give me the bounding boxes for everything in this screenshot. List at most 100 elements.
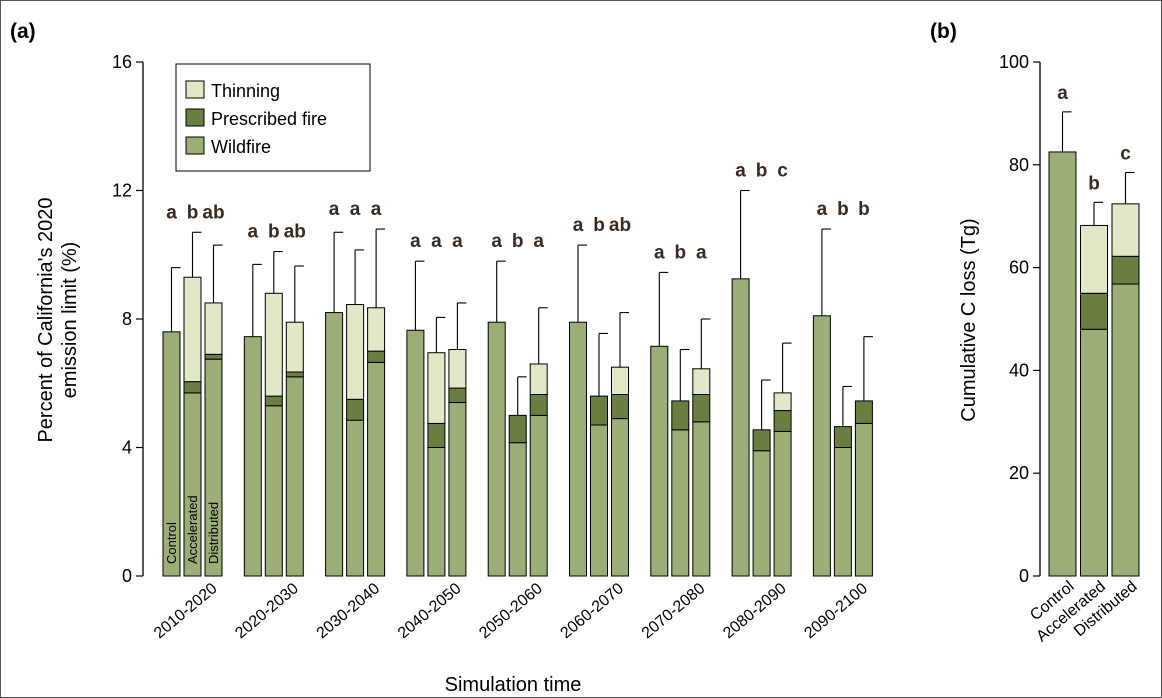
bar-prescribed-fire-distributed-2060-2070 (611, 393, 629, 420)
panel-b-y-tick-label: 80 (1009, 155, 1029, 175)
significance-letter: ab (202, 202, 224, 223)
bar-wildfire-distributed-2020-2030 (285, 376, 304, 577)
panel-b-label: (b) (930, 20, 957, 43)
x-tick-label-2030-2040: 2030-2040 (314, 580, 384, 642)
significance-letter: a (491, 231, 502, 252)
bar-wildfire-distributed-2070-2080 (692, 421, 711, 577)
significance-letter: a (696, 242, 707, 263)
panel-a-y-tick-label: 0 (122, 566, 132, 586)
significance-letter: a (410, 231, 421, 252)
bar-prescribed-fire-distributed-2080-2090 (773, 410, 792, 432)
bar-thinning-distributed-2020-2030 (285, 321, 304, 373)
bar-wildfire-control-2070-2080 (650, 345, 669, 577)
bar-prescribed-fire-accelerated-2060-2070 (590, 395, 608, 426)
panel-b-bars: a bc (1048, 83, 1140, 577)
scenario-label-distributed: Distributed (206, 502, 221, 564)
bar-prescribed-fire-distributed-2040-2050 (448, 387, 467, 404)
panel-b-bar-prescribed-fire-distributed (1111, 255, 1140, 285)
panel-a-y-tick-label: 4 (122, 438, 132, 458)
bar-wildfire-accelerated-2080-2090 (752, 450, 771, 577)
x-tick-label-2080-2090: 2080-2090 (720, 580, 790, 642)
bar-thinning-accelerated-2010-2020 (183, 276, 202, 383)
legend-swatch-prescribed-fire (185, 108, 205, 127)
significance-letter: a (166, 202, 177, 223)
bar-prescribed-fire-accelerated-2070-2080 (671, 400, 690, 431)
panel-b-y-tick-label: 20 (1009, 463, 1029, 483)
legend-swatch-wildfire (185, 136, 205, 155)
panel-b-significance-letter: b (1088, 173, 1100, 194)
significance-letter: a (654, 242, 665, 263)
bar-thinning-distributed-2060-2070 (611, 366, 629, 395)
bar-thinning-accelerated-2020-2030 (264, 292, 283, 397)
significance-letter: b (674, 242, 686, 263)
bar-thinning-distributed-2070-2080 (692, 368, 711, 395)
bar-thinning-distributed-2010-2020 (204, 302, 223, 355)
significance-letter: a (735, 161, 746, 182)
bar-wildfire-accelerated-2050-2060 (508, 442, 527, 577)
significance-letter: a (350, 199, 361, 220)
significance-letter: a (817, 199, 828, 220)
significance-letter: a (329, 199, 340, 220)
bar-prescribed-fire-accelerated-2030-2040 (346, 398, 365, 421)
panel-b-bar-wildfire-control (1048, 151, 1077, 577)
bar-wildfire-accelerated-2030-2040 (346, 419, 365, 577)
panel-a-x-tick-labels: 2010-2020 2020-2030 2030-2040 2040-2050 2050… (151, 580, 871, 642)
bar-wildfire-control-2030-2040 (325, 312, 344, 577)
panel-a-y-tick-label: 16 (112, 52, 132, 72)
panel-a-y-tick-label: 12 (112, 181, 132, 201)
panel-b-significance-letter: c (1120, 144, 1131, 165)
bar-wildfire-accelerated-2070-2080 (671, 429, 690, 577)
bar-prescribed-fire-accelerated-2020-2030 (264, 395, 283, 407)
panel-a-y-label-line1: Percent of California's 2020 (35, 197, 57, 442)
bar-wildfire-control-2010-2020 (162, 331, 181, 577)
x-tick-label-2060-2070: 2060-2070 (558, 580, 628, 642)
bar-wildfire-control-2060-2070 (569, 321, 587, 577)
bar-prescribed-fire-distributed-2050-2060 (529, 393, 548, 416)
bar-wildfire-distributed-2030-2040 (367, 361, 386, 577)
panel-a-y-tick-label: 8 (122, 309, 132, 329)
panel-b-bar-thinning-accelerated (1080, 224, 1108, 294)
scenario-label-control: Control (164, 522, 179, 564)
bar-thinning-accelerated-2030-2040 (346, 304, 365, 400)
bar-wildfire-control-2090-2100 (812, 315, 831, 577)
legend-swatch-thinning (185, 80, 205, 99)
bar-wildfire-control-2020-2030 (243, 336, 262, 577)
significance-letter: a (371, 199, 382, 220)
bar-prescribed-fire-distributed-2070-2080 (692, 393, 711, 423)
bar-prescribed-fire-distributed-2090-2100 (854, 400, 873, 424)
panel-a-x-label: Simulation time (445, 674, 582, 696)
panel-b-significance-letter: a (1057, 83, 1068, 104)
significance-letter: a (431, 231, 442, 252)
bar-wildfire-distributed-2060-2070 (611, 418, 629, 577)
significance-letter: b (187, 202, 199, 223)
significance-letter: b (837, 199, 849, 220)
bar-wildfire-control-2040-2050 (406, 329, 425, 577)
panel-b-y-tick-label: 100 (999, 52, 1029, 72)
legend: Thinning Prescribed fire Wildfire (175, 63, 371, 172)
bar-wildfire-control-2080-2090 (731, 278, 750, 577)
legend-label-wildfire: Wildfire (211, 137, 271, 157)
significance-letter: a (533, 231, 544, 252)
panel-b-bar-wildfire-accelerated (1080, 328, 1108, 577)
x-tick-label-2040-2050: 2040-2050 (395, 580, 465, 642)
bar-prescribed-fire-accelerated-2090-2100 (833, 426, 852, 448)
legend-box (175, 63, 371, 172)
bar-thinning-distributed-2050-2060 (529, 363, 548, 395)
x-tick-label-2010-2020: 2010-2020 (151, 580, 221, 642)
bar-thinning-distributed-2040-2050 (448, 349, 467, 389)
bar-thinning-accelerated-2040-2050 (427, 352, 446, 424)
x-tick-label-2020-2030: 2020-2030 (232, 580, 302, 642)
bar-prescribed-fire-accelerated-2050-2060 (508, 414, 527, 444)
significance-letter: b (858, 199, 870, 220)
significance-letter: a (248, 222, 259, 243)
bar-thinning-distributed-2080-2090 (773, 392, 792, 412)
panel-a-y-label-line2: emission limit (%) (59, 242, 81, 399)
panel-b-y-tick-label: 60 (1009, 258, 1029, 278)
bar-prescribed-fire-distributed-2010-2020 (204, 353, 223, 360)
panel-b-bar-thinning-distributed (1111, 203, 1140, 257)
bar-wildfire-distributed-2080-2090 (773, 430, 792, 577)
significance-letter: b (756, 161, 768, 182)
